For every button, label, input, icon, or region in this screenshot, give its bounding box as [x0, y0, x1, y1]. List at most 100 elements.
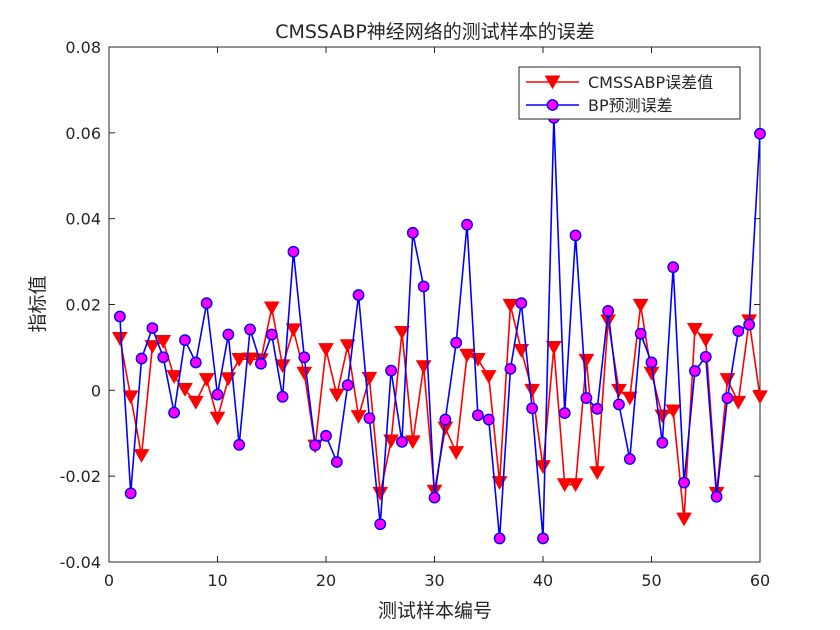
data-point-bp: [341, 379, 354, 392]
data-point-cmssabp: [752, 390, 768, 405]
data-point-bp: [732, 325, 745, 338]
data-point-bp: [591, 402, 604, 415]
data-point-bp: [113, 310, 126, 323]
legend-label-bp: BP预测误差: [588, 96, 673, 115]
data-point-bp: [602, 305, 614, 317]
data-point-bp: [233, 438, 246, 451]
data-point-cmssabp: [535, 460, 551, 475]
plot-area: [109, 47, 760, 562]
data-point-cmssabp: [111, 331, 128, 346]
data-point-bp: [645, 356, 658, 369]
data-point-cmssabp: [556, 478, 573, 493]
data-point-bp: [558, 407, 571, 419]
data-point-cmssabp: [589, 466, 606, 481]
data-point-bp: [211, 388, 224, 401]
legend-marker-cmssabp: [544, 75, 561, 90]
data-point-bp: [309, 439, 322, 452]
data-point-bp: [439, 413, 452, 426]
data-point-bp: [157, 351, 170, 364]
x-tick-label: 60: [750, 571, 770, 590]
data-point-bp: [428, 491, 441, 504]
data-point-bp: [189, 356, 202, 369]
data-point-cmssabp: [687, 322, 703, 337]
data-point-bp: [613, 398, 625, 411]
series-line-bp: [119, 117, 761, 540]
data-point-bp: [396, 435, 408, 448]
data-point-bp: [754, 127, 766, 140]
data-point-bp: [179, 334, 191, 347]
data-point-cmssabp: [339, 339, 356, 354]
data-point-cmssabp: [350, 410, 367, 424]
data-point-cmssabp: [404, 435, 421, 450]
y-axis-label: 指标值: [27, 275, 49, 332]
data-point-bp: [667, 261, 680, 274]
data-point-bp: [526, 402, 539, 415]
data-point-bp: [254, 357, 267, 370]
data-point-bp: [623, 453, 636, 465]
data-point-bp: [634, 327, 647, 340]
data-point-bp: [287, 245, 300, 258]
data-point-bp: [330, 456, 343, 468]
data-point-bp: [461, 218, 473, 231]
data-point-cmssabp: [231, 352, 248, 367]
data-point-cmssabp: [459, 348, 475, 363]
data-point-bp: [363, 412, 376, 425]
legend-label-cmssabp: CMSSABP误差值: [588, 73, 713, 92]
data-point-cmssabp: [665, 404, 682, 419]
data-point-bp: [320, 429, 332, 442]
data-point-bp: [298, 351, 311, 364]
data-point-cmssabp: [155, 334, 172, 349]
data-point-bp: [352, 289, 365, 301]
legend-marker-bp: [546, 99, 559, 111]
y-tick-label: 0.08: [65, 38, 101, 57]
data-point-bp: [200, 297, 213, 310]
data-point-cmssabp: [621, 391, 638, 406]
data-point-cmssabp: [198, 373, 215, 387]
data-point-cmssabp: [480, 370, 497, 384]
data-point-bp: [124, 487, 137, 500]
data-point-bp: [406, 226, 419, 239]
data-point-cmssabp: [133, 449, 150, 463]
data-point-cmssabp: [383, 434, 399, 449]
data-point-bp: [222, 328, 235, 341]
data-point-cmssabp: [545, 340, 562, 355]
y-tick-label: 0.02: [65, 296, 101, 315]
data-point-cmssabp: [296, 366, 313, 381]
data-point-bp: [569, 229, 582, 242]
data-point-bp: [580, 392, 593, 404]
data-point-cmssabp: [611, 383, 627, 398]
data-point-cmssabp: [567, 478, 584, 493]
data-point-cmssabp: [177, 383, 193, 397]
data-point-bp: [385, 364, 397, 377]
data-point-cmssabp: [502, 298, 519, 313]
data-point-bp: [135, 352, 148, 365]
y-tick-label: 0: [91, 381, 101, 400]
data-point-bp: [743, 318, 756, 331]
data-point-cmssabp: [263, 301, 280, 316]
data-point-bp: [537, 532, 549, 545]
data-point-cmssabp: [524, 383, 541, 398]
data-point-bp: [689, 365, 701, 377]
x-tick-label: 30: [424, 571, 444, 590]
data-point-bp: [699, 350, 712, 363]
y-tick-label: 0.04: [65, 210, 101, 229]
data-point-bp: [656, 436, 669, 449]
data-point-bp: [504, 362, 517, 375]
x-tick-label: 0: [104, 571, 114, 590]
data-point-bp: [482, 413, 495, 426]
data-point-cmssabp: [274, 359, 291, 374]
data-point-bp: [146, 322, 159, 335]
data-point-bp: [168, 406, 181, 419]
data-point-bp: [374, 518, 387, 531]
data-point-cmssabp: [730, 395, 747, 410]
y-tick-label: -0.02: [60, 467, 101, 486]
data-point-bp: [417, 280, 430, 293]
x-tick-label: 40: [533, 571, 553, 590]
data-point-cmssabp: [513, 343, 530, 358]
data-point-cmssabp: [697, 333, 714, 348]
data-point-bp: [471, 409, 484, 422]
data-point-cmssabp: [632, 298, 649, 313]
x-tick-label: 10: [207, 571, 227, 590]
data-point-cmssabp: [318, 343, 334, 357]
